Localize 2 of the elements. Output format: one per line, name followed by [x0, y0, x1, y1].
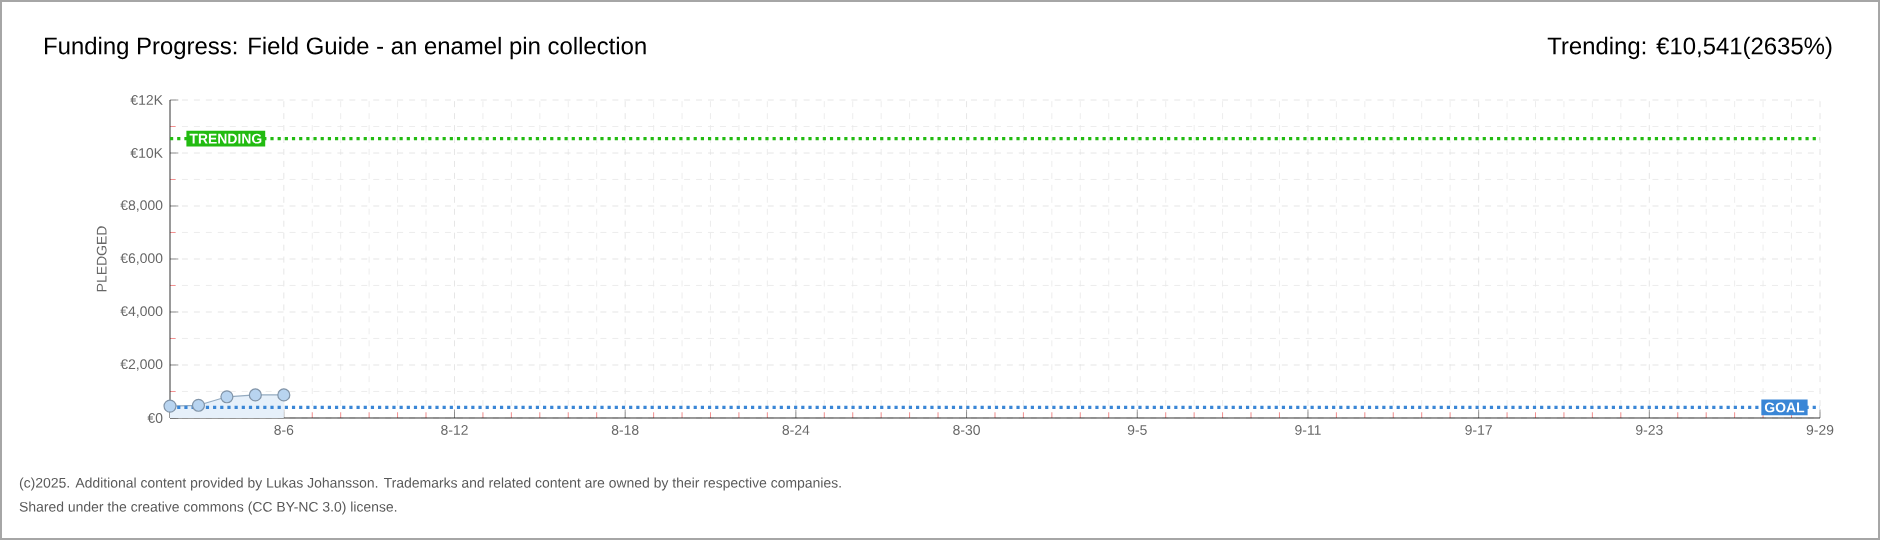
chart-subtitle: Trending: €10,541(2635%)	[1547, 36, 1832, 60]
chart-title: Funding Progress: Field Guide - an enamel pin collection	[45, 36, 646, 60]
